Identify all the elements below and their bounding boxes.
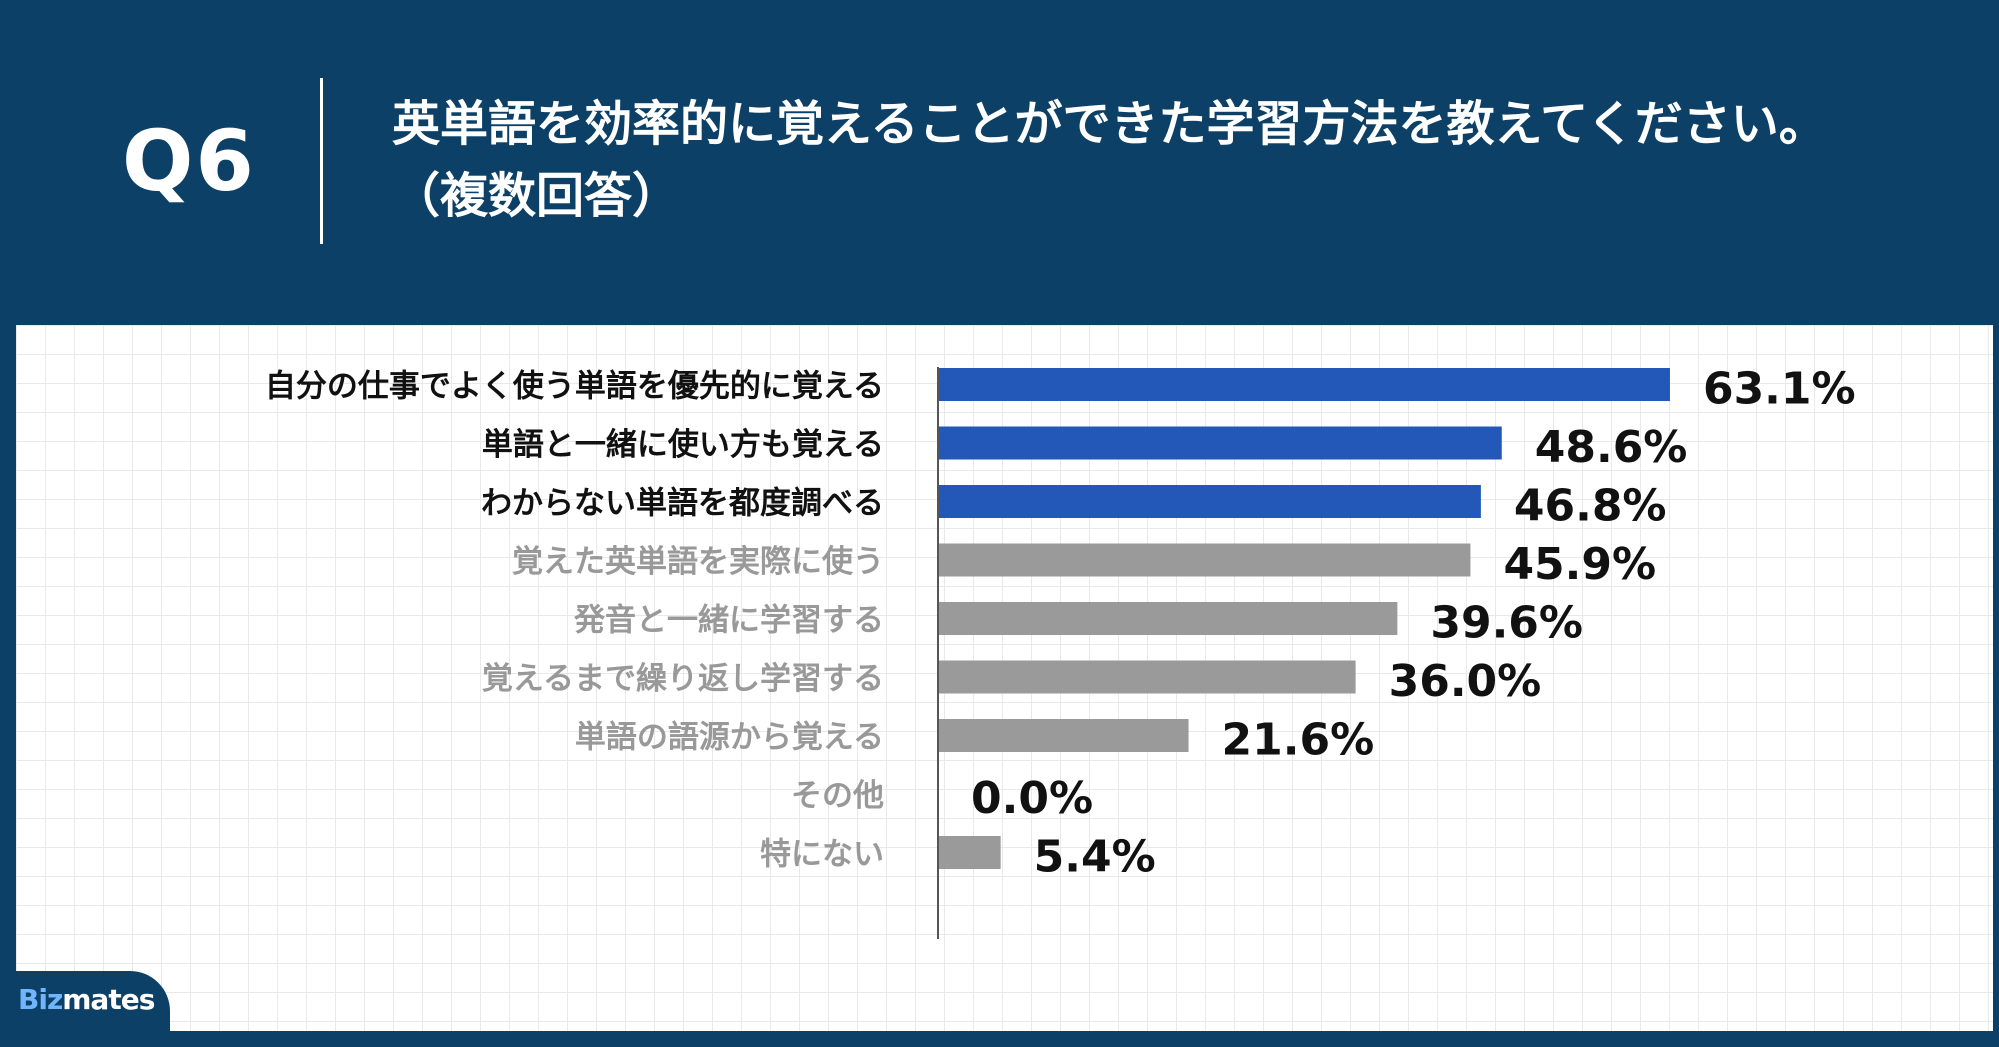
- category-label: 覚えた英単語を実際に使う: [512, 544, 884, 580]
- header-divider: [320, 78, 323, 244]
- category-label: 覚えるまで繰り返し学習する: [482, 661, 884, 697]
- data-label: 36.0%: [1389, 656, 1542, 707]
- question-text-line1: 英単語を効率的に覚えることができた学習方法を教えてください。: [392, 96, 1827, 152]
- bar: [938, 543, 1471, 577]
- bar: [938, 660, 1356, 694]
- question-header: Q6 英単語を効率的に覚えることができた学習方法を教えてください。 （複数回答）: [0, 0, 1999, 320]
- category-label: その他: [791, 778, 884, 814]
- question-text-line2: （複数回答）: [392, 168, 681, 224]
- data-label: 0.0%: [971, 773, 1093, 824]
- chart-panel: 自分の仕事でよく使う単語を優先的に覚える 63.1% 単語と一緒に使い方も覚える 48…: [16, 325, 1993, 1031]
- data-label: 48.6%: [1535, 422, 1688, 473]
- bar: [938, 426, 1502, 460]
- bar: [938, 602, 1398, 635]
- data-label: 5.4%: [1034, 832, 1156, 883]
- brand-tab: Bizmates: [0, 971, 170, 1031]
- bar: [938, 368, 1670, 401]
- data-label: 21.6%: [1222, 715, 1375, 766]
- category-label: 特にない: [760, 837, 884, 873]
- question-number: Q6: [122, 112, 256, 210]
- category-label: わからない単語を都度調べる: [481, 486, 884, 522]
- bizmates-logo: Bizmates: [18, 983, 155, 1016]
- brand-prefix: Biz: [18, 983, 63, 1016]
- data-label: 63.1%: [1703, 364, 1856, 415]
- bar: [938, 719, 1189, 752]
- category-label: 自分の仕事でよく使う単語を優先的に覚える: [265, 369, 884, 405]
- data-label: 39.6%: [1430, 598, 1583, 649]
- category-label: 単語と一緒に使い方も覚える: [482, 427, 884, 463]
- bar: [938, 485, 1481, 518]
- category-label: 単語の語源から覚える: [575, 720, 884, 756]
- bar: [938, 836, 1001, 869]
- data-label: 46.8%: [1514, 481, 1667, 532]
- bar-chart: 自分の仕事でよく使う単語を優先的に覚える 63.1% 単語と一緒に使い方も覚える 48…: [265, 364, 1856, 939]
- question-text: 英単語を効率的に覚えることができた学習方法を教えてください。 （複数回答）: [392, 88, 1952, 232]
- brand-suffix: mates: [62, 983, 155, 1016]
- data-label: 45.9%: [1503, 539, 1656, 590]
- category-label: 発音と一緒に学習する: [573, 603, 884, 639]
